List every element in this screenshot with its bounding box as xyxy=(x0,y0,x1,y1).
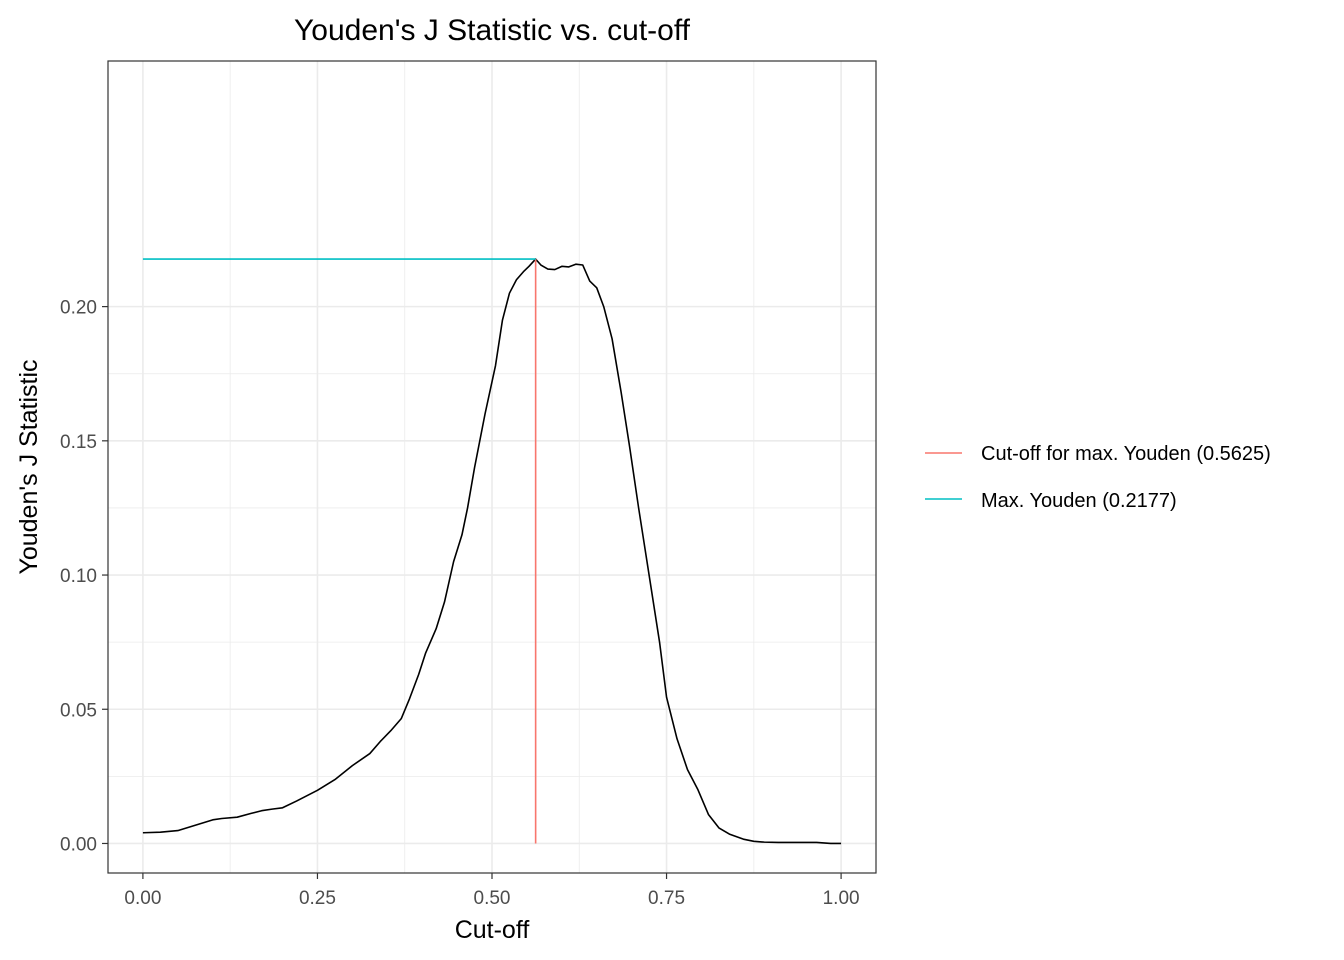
youden-curve xyxy=(142,258,842,845)
y-tick-label: 0.20 xyxy=(60,298,97,319)
x-tick-label: 0.75 xyxy=(648,888,685,909)
legend: Cut-off for max. Youden (0.5625) Max. Yo… xyxy=(925,443,1271,512)
legend-label-max: Max. Youden (0.2177) xyxy=(981,490,1177,512)
grid-major xyxy=(108,61,876,873)
series-layer xyxy=(142,258,842,845)
y-tick-label: 0.10 xyxy=(60,566,97,587)
y-tick-label: 0.15 xyxy=(60,432,97,453)
x-axis: 0.00 0.25 0.50 0.75 1.00 xyxy=(124,873,860,909)
x-tick-label: 0.50 xyxy=(474,888,511,909)
y-axis-title: Youden's J Statistic xyxy=(15,359,43,574)
y-tick-label: 0.00 xyxy=(60,834,97,855)
chart-title: Youden's J Statistic vs. cut-off xyxy=(294,14,691,47)
x-axis-title: Cut-off xyxy=(455,916,530,944)
x-tick-label: 1.00 xyxy=(823,888,860,909)
x-tick-label: 0.00 xyxy=(124,888,161,909)
legend-label-cutoff: Cut-off for max. Youden (0.5625) xyxy=(981,443,1271,465)
y-axis: 0.00 0.05 0.10 0.15 0.20 xyxy=(60,298,108,855)
x-tick-label: 0.25 xyxy=(299,888,336,909)
y-tick-label: 0.05 xyxy=(60,700,97,721)
plot-panel xyxy=(107,60,877,874)
